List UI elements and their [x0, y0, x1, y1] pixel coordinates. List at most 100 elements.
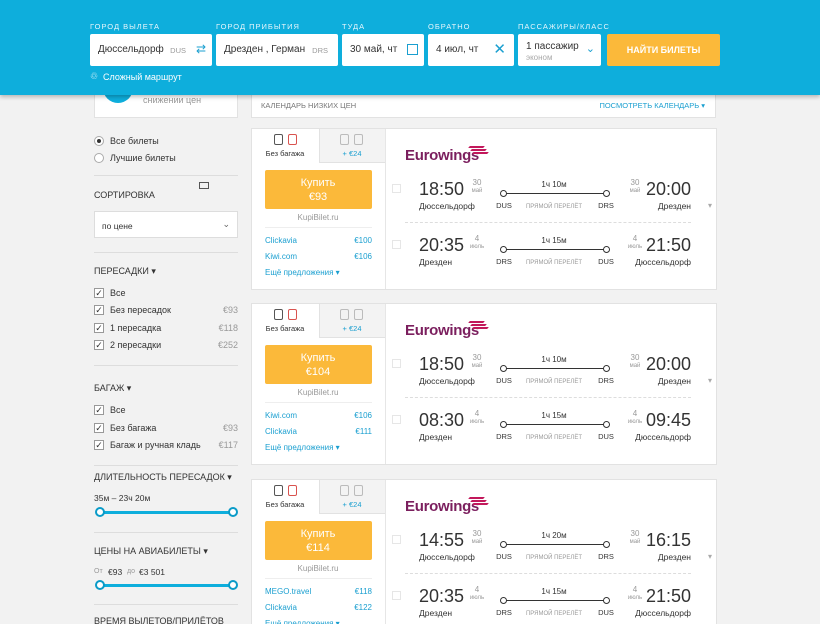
- field-code: DRS: [312, 46, 328, 55]
- route-point: [500, 246, 507, 253]
- tab-extra: [319, 304, 385, 338]
- offer-name[interactable]: Clickavia: [265, 427, 298, 436]
- seller: KupiBilet.ru: [297, 388, 339, 397]
- field-value: 1 пассажир: [526, 41, 579, 52]
- sort-select[interactable]: по цене ⌄: [94, 211, 238, 238]
- range-to: €3 501: [139, 567, 165, 577]
- complex-route-link[interactable]: Сложный маршрут: [103, 72, 182, 82]
- calendar-title: КАЛЕНДАРЬ НИЗКИХ ЦЕН: [261, 101, 357, 110]
- from-code: DUS: [496, 376, 512, 385]
- buy-price: €104: [305, 366, 331, 378]
- calendar-link[interactable]: ПОСМОТРЕТЬ КАЛЕНДАРЬ ▾: [599, 101, 705, 110]
- offer-price[interactable]: €111: [355, 427, 372, 436]
- slider-handle[interactable]: [95, 580, 105, 590]
- arr-time: 21:50: [645, 235, 691, 255]
- section-title[interactable]: ДЛИТЕЛЬНОСТЬ ПЕРЕСАДОК ▾: [94, 472, 232, 482]
- radio[interactable]: [94, 153, 104, 163]
- to-code: DRS: [598, 201, 614, 210]
- to-code: DUS: [598, 608, 614, 617]
- dropdown-arrow: ⌄: [585, 43, 595, 55]
- leg-divider: [405, 397, 691, 398]
- field-input[interactable]: 4 июл, чт ✕: [428, 34, 514, 66]
- select-box[interactable]: [392, 240, 401, 249]
- more-offers[interactable]: Ещё предложения ▾: [265, 619, 340, 624]
- v-divider: [385, 304, 386, 464]
- section-title[interactable]: ПЕРЕСАДКИ ▾: [94, 266, 156, 276]
- duration-slider: [99, 511, 233, 514]
- field-input[interactable]: Дюссельдорф DUS ⇄: [90, 34, 212, 66]
- tab-extra-label[interactable]: + €24: [342, 324, 362, 333]
- checkbox[interactable]: ✓: [94, 339, 104, 350]
- dep-time: 20:35: [419, 235, 465, 255]
- more-offers[interactable]: Ещё предложения ▾: [265, 268, 340, 277]
- checkbox[interactable]: ✓: [94, 405, 104, 416]
- checkbox[interactable]: ✓: [94, 305, 104, 316]
- flight-type: ПРЯМОЙ ПЕРЕЛЁТ: [525, 260, 583, 266]
- section-title[interactable]: БАГАЖ ▾: [94, 383, 132, 394]
- tab-label: Без багажа: [265, 149, 305, 158]
- arr-month: июль: [627, 244, 643, 250]
- dep-day: 4: [474, 585, 480, 594]
- offer-name[interactable]: Clickavia: [265, 603, 298, 612]
- offer-name[interactable]: Clickavia: [265, 236, 298, 245]
- checkbox[interactable]: ✓: [94, 439, 104, 450]
- field-input[interactable]: 30 май, чт: [342, 34, 424, 66]
- seller: KupiBilet.ru: [297, 213, 339, 222]
- option-price: €117: [218, 439, 238, 450]
- select-box[interactable]: [392, 415, 401, 424]
- buy-button[interactable]: Купить €93: [265, 170, 372, 209]
- select-box[interactable]: [392, 535, 401, 544]
- alert-text: снижении цен: [143, 95, 202, 105]
- slider-handle[interactable]: [95, 507, 105, 517]
- field-input[interactable]: 1 пассажир эконом ⌄: [518, 34, 601, 66]
- select-box[interactable]: [392, 591, 401, 600]
- route-point: [603, 421, 610, 428]
- dep-day: 30: [472, 178, 482, 187]
- flight-type: ПРЯМОЙ ПЕРЕЛЁТ: [525, 555, 583, 561]
- search-button[interactable]: НАЙТИ БИЛЕТЫ: [607, 34, 720, 66]
- field-value: Дюссельдорф: [98, 44, 164, 55]
- offer-name[interactable]: MEGO.travel: [265, 587, 312, 596]
- buy-button[interactable]: Купить €104: [265, 345, 372, 384]
- checkbox[interactable]: ✓: [94, 422, 104, 433]
- arr-day: 30: [630, 529, 640, 538]
- leg-divider: [405, 222, 691, 223]
- route-point: [500, 365, 507, 372]
- offer-name[interactable]: Kiwi.com: [265, 411, 298, 420]
- field-input[interactable]: Дрезден , Герман DRS: [216, 34, 338, 66]
- checkbox[interactable]: ✓: [94, 322, 104, 333]
- offer-price[interactable]: €122: [354, 603, 372, 612]
- radio-label: Все билеты: [110, 136, 159, 146]
- offer-price[interactable]: €106: [354, 252, 372, 261]
- route-point: [500, 597, 507, 604]
- tab-extra-label[interactable]: + €24: [342, 149, 362, 158]
- dep-time: 20:35: [419, 586, 465, 606]
- to-code: DRS: [598, 552, 614, 561]
- dep-city: Дюссельдорф: [419, 552, 475, 562]
- dep-city: Дюссельдорф: [419, 201, 475, 211]
- section-title[interactable]: ЦЕНЫ НА АВИАБИЛЕТЫ ▾: [94, 546, 208, 556]
- slider-handle[interactable]: [228, 580, 238, 590]
- radio-dot: [97, 139, 101, 143]
- leg-divider: [405, 573, 691, 574]
- header: ГОРОД ВЫЛЕТА Дюссельдорф DUS ⇄ ГОРОД ПРИБЫТИ…: [0, 0, 820, 95]
- offer-price[interactable]: €106: [354, 411, 372, 420]
- to-code: DRS: [598, 376, 614, 385]
- offer-price[interactable]: €100: [354, 236, 372, 245]
- buy-button[interactable]: Купить €114: [265, 521, 372, 560]
- offer-price[interactable]: €118: [354, 587, 372, 596]
- offer-name[interactable]: Kiwi.com: [265, 252, 298, 261]
- dep-month: июль: [469, 595, 485, 601]
- checkbox[interactable]: ✓: [94, 288, 104, 298]
- dep-day: 4: [474, 234, 480, 243]
- logo-stripe: [472, 327, 489, 329]
- baggage-icon: [288, 309, 297, 320]
- slider-handle[interactable]: [228, 507, 238, 517]
- arr-time: 21:50: [645, 586, 691, 606]
- select-box[interactable]: [392, 184, 401, 193]
- dep-month: май: [471, 539, 483, 545]
- select-box[interactable]: [392, 359, 401, 368]
- more-offers[interactable]: Ещё предложения ▾: [265, 443, 340, 452]
- baggage-icon: [274, 134, 283, 145]
- tab-extra-label[interactable]: + €24: [342, 500, 362, 509]
